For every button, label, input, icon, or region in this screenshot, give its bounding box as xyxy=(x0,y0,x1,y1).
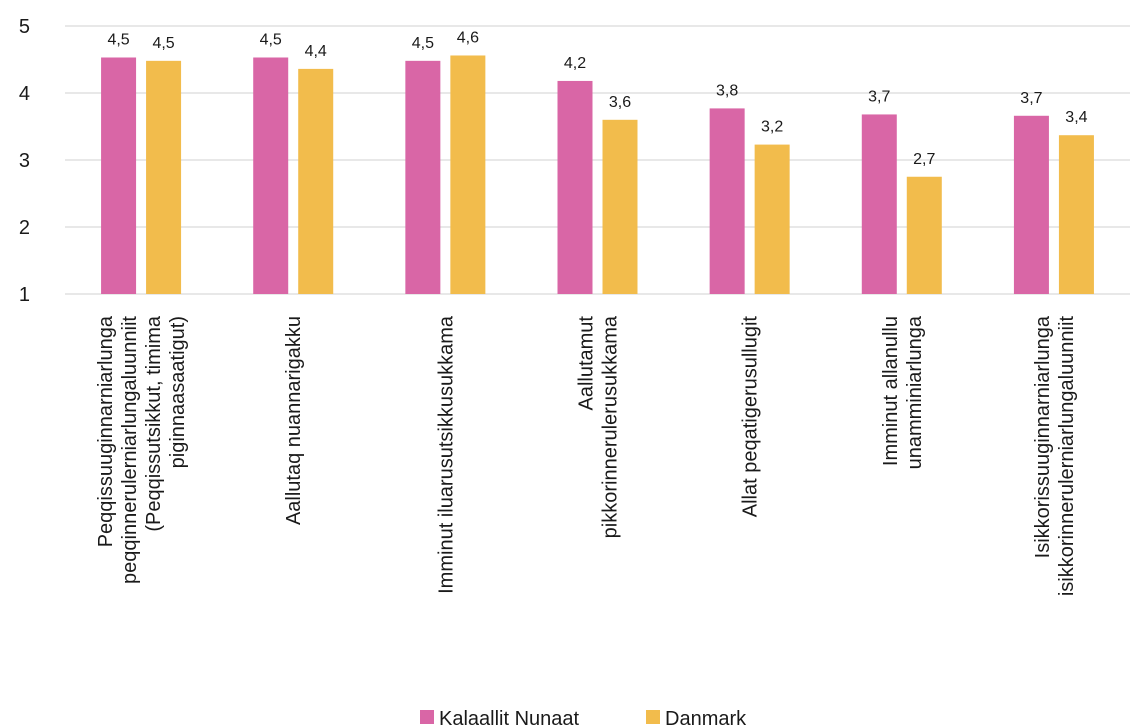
data-label: 4,5 xyxy=(152,35,174,52)
category-label-line: Allat peqatigerusullugit xyxy=(740,316,762,518)
data-label: 3,4 xyxy=(1065,109,1087,126)
category-label: Isikkorissuuginnarniarlunga isikkorinneru… xyxy=(1032,315,1078,596)
bars xyxy=(101,55,1094,295)
bar-kalaallit-nunaat xyxy=(101,57,137,294)
svg-text:Imminut iluarusutsikkusukkama: Imminut iluarusutsikkusukkama xyxy=(435,315,457,594)
legend: Kalaallit Nunaat Danmark xyxy=(420,708,747,727)
category-label-line: Peqqissuuginnarniarlunga xyxy=(95,315,117,547)
category-label: Imminut iluarusutsikkusukkama xyxy=(435,315,457,594)
data-label: 3,7 xyxy=(1020,90,1042,107)
data-label: 4,5 xyxy=(107,31,129,48)
data-label: 4,2 xyxy=(564,55,586,72)
legend-label: Kalaallit Nunaat xyxy=(439,708,580,727)
category-label-line: piginnaasaatigut) xyxy=(167,316,189,468)
category-label: Imminut allanullu unamminiarlunga xyxy=(880,315,926,469)
data-label: 3,8 xyxy=(716,82,738,99)
bar-kalaallit-nunaat xyxy=(861,114,897,294)
category-label-line: Isikkorissuuginnarniarlunga xyxy=(1032,315,1054,558)
svg-text:Aallutaq nuannarigakku: Aallutaq nuannarigakku xyxy=(283,316,305,525)
data-label: 4,4 xyxy=(305,43,327,60)
category-label-line: Aallutaq nuannarigakku xyxy=(283,316,305,525)
bar-kalaallit-nunaat xyxy=(253,57,289,294)
category-label-line: peqqinnerulerniarlungaluunniit xyxy=(119,316,141,584)
bar-kalaallit-nunaat xyxy=(709,108,745,294)
y-tick-label: 2 xyxy=(19,217,30,239)
data-label: 4,5 xyxy=(412,35,434,52)
svg-text:Allat peqatigerusullugit: Allat peqatigerusullugit xyxy=(740,316,762,518)
data-label: 3,2 xyxy=(761,119,783,136)
legend-label: Danmark xyxy=(665,708,747,727)
data-label: 3,6 xyxy=(609,94,631,111)
data-label: 4,5 xyxy=(260,31,282,48)
data-labels: 4,5 4,5 4,5 4,4 4,5 4,6 4,2 3,6 3,8 3,2 3,7 2,7 3,7 3… xyxy=(107,29,1087,167)
data-label: 3,7 xyxy=(868,88,890,105)
bar-danmark xyxy=(906,176,942,294)
y-axis-ticks: 1 2 3 4 5 xyxy=(19,16,30,306)
category-label-line: (Peqqissutsikkut, timima xyxy=(143,315,165,531)
legend-swatch xyxy=(420,710,434,724)
bar-danmark xyxy=(602,119,638,294)
data-label: 2,7 xyxy=(913,151,935,168)
category-label-line: Imminut iluarusutsikkusukkama xyxy=(435,315,457,594)
category-label: Aallutamut pikkorinnerulerusukkama xyxy=(576,315,622,538)
category-label-line: Imminut allanullu xyxy=(880,316,902,466)
gridlines xyxy=(65,25,1130,295)
bar-danmark xyxy=(450,55,486,295)
y-tick-label: 1 xyxy=(19,284,30,306)
category-label-line: pikkorinnerulerusukkama xyxy=(600,315,622,538)
category-label: Peqqissuuginnarniarlunga peqqinnerulernia… xyxy=(95,315,189,584)
category-label-line: unamminiarlunga xyxy=(904,315,926,469)
category-label: Allat peqatigerusullugit xyxy=(740,316,762,518)
category-labels: Peqqissuuginnarniarlunga peqqinnerulernia… xyxy=(95,315,1078,596)
bar-danmark xyxy=(754,144,790,294)
data-label: 4,6 xyxy=(457,29,479,46)
category-label: Aallutaq nuannarigakku xyxy=(283,316,305,525)
bar-kalaallit-nunaat xyxy=(405,60,441,295)
bar-kalaallit-nunaat xyxy=(557,80,593,294)
legend-swatch xyxy=(646,710,660,724)
y-tick-label: 4 xyxy=(19,83,30,105)
bar-danmark xyxy=(1058,135,1094,294)
bar-danmark xyxy=(298,68,334,294)
category-label-line: isikkorinnerulerniarlungaluunniit xyxy=(1056,316,1078,597)
bar-danmark xyxy=(146,60,182,295)
y-tick-label: 3 xyxy=(19,150,30,172)
bar-kalaallit-nunaat xyxy=(1013,115,1049,294)
category-label-line: Aallutamut xyxy=(576,316,598,411)
y-tick-label: 5 xyxy=(19,16,30,38)
